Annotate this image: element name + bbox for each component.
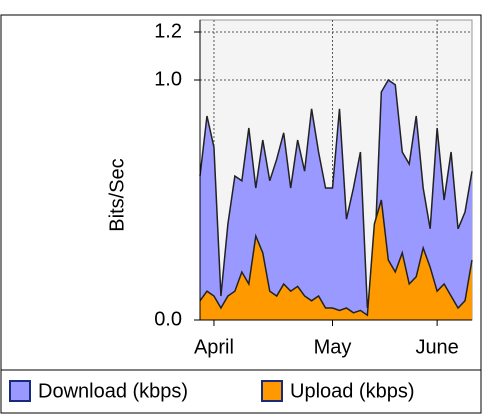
- legend-frame: [0, 369, 482, 414]
- y-tick-label: 0.0: [154, 308, 182, 330]
- y-tick-label: 1.2: [154, 20, 182, 42]
- x-tick-label: April: [194, 336, 234, 358]
- series-line: [199, 78, 473, 309]
- x-tick-label: May: [314, 336, 352, 358]
- y-axis-label: Bits/Sec: [106, 158, 128, 231]
- legend-swatch: [9, 380, 31, 402]
- y-tick-label: 1.0: [154, 68, 182, 90]
- legend-swatch: [261, 380, 283, 402]
- x-tick-label: June: [415, 336, 458, 358]
- legend-label: Download (kbps): [38, 380, 188, 402]
- series-area: [200, 200, 472, 320]
- series-line: [199, 199, 473, 317]
- legend-label: Upload (kbps): [290, 380, 415, 402]
